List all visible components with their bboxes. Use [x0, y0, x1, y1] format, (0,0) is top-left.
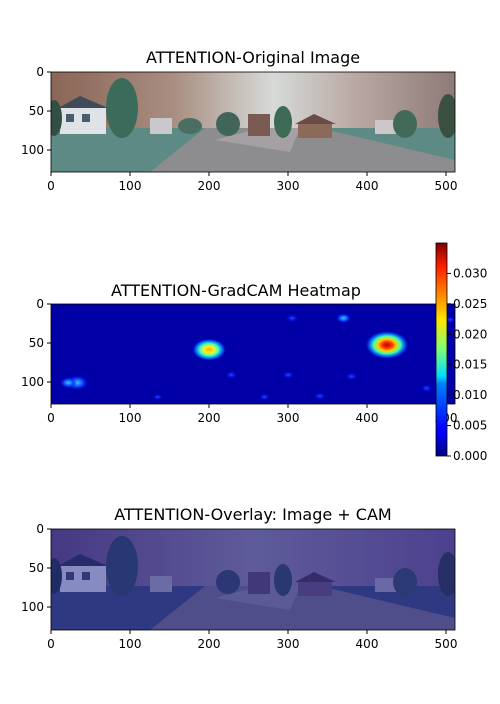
y-tick-label: 0	[36, 297, 44, 311]
title-heatmap: ATTENTION-GradCAM Heatmap	[111, 281, 361, 300]
heatmap-hotspot	[152, 393, 163, 401]
panel-overlay: ATTENTION-Overlay: Image + CAM	[21, 505, 457, 651]
x-tick-label: 300	[277, 637, 300, 651]
heatmap-hotspot	[59, 377, 78, 389]
axes-frame-heatmap	[50, 303, 456, 405]
x-tick-label: 400	[356, 411, 379, 425]
heatmap-hotspot	[225, 370, 238, 379]
y-tick-label: 100	[21, 143, 44, 157]
y-axis-overlay: 0 50 100	[21, 522, 51, 614]
x-axis-heatmap: 0 100 200 300 400 500	[47, 404, 457, 425]
x-axis-overlay: 0 100 200 300 400 500	[47, 630, 457, 651]
x-tick-label: 200	[198, 411, 221, 425]
heatmap-hotspot	[282, 370, 295, 379]
street-photo	[51, 72, 455, 172]
x-axis-original: 0 100 200 300 400 500	[47, 172, 457, 193]
axes-frame-original	[50, 71, 456, 173]
y-tick-label: 50	[29, 336, 44, 350]
x-tick-label: 100	[119, 411, 142, 425]
y-axis-original: 0 50 100	[21, 65, 51, 157]
x-tick-label: 400	[356, 637, 379, 651]
y-tick-label: 50	[29, 561, 44, 575]
heatmap-hotspot	[258, 393, 271, 401]
y-tick-label: 100	[21, 600, 44, 614]
colorbar-tick-label: 0.015	[453, 358, 487, 372]
x-tick-label: 500	[435, 179, 458, 193]
heatmap-hotspot	[335, 313, 352, 324]
x-tick-label: 400	[356, 179, 379, 193]
axes-frame-overlay	[50, 528, 456, 631]
colorbar: 0.000 0.005 0.010 0.015 0.020 0.025 0.030	[435, 242, 487, 463]
title-overlay: ATTENTION-Overlay: Image + CAM	[114, 505, 391, 524]
title-original: ATTENTION-Original Image	[146, 48, 360, 67]
x-tick-label: 0	[47, 179, 55, 193]
colorbar-gradient	[435, 242, 448, 457]
heatmap-hotspot	[192, 338, 227, 361]
x-tick-label: 300	[277, 411, 300, 425]
y-tick-label: 0	[36, 65, 44, 79]
x-tick-label: 0	[47, 411, 55, 425]
y-tick-label: 0	[36, 522, 44, 536]
overlay-photo	[51, 529, 455, 630]
y-tick-label: 50	[29, 104, 44, 118]
heatmap-hotspot	[365, 330, 409, 360]
x-tick-label: 0	[47, 637, 55, 651]
x-tick-label: 200	[198, 179, 221, 193]
heatmap-hotspot	[313, 392, 326, 401]
colorbar-tick-label: 0.005	[453, 419, 487, 433]
heatmap-hotspot	[420, 384, 433, 393]
heatmap-hotspot	[285, 313, 299, 323]
x-tick-label: 100	[119, 637, 142, 651]
colorbar-tick-label: 0.010	[453, 388, 487, 402]
x-tick-label: 200	[198, 637, 221, 651]
x-tick-label: 300	[277, 179, 300, 193]
colorbar-ticks: 0.000 0.005 0.010 0.015 0.020 0.025 0.030	[447, 266, 487, 463]
x-tick-label: 500	[435, 637, 458, 651]
panel-gradcam-heatmap: ATTENTION-GradCAM Heatmap 0 100 200 300 …	[21, 281, 457, 425]
heatmap-hotspot	[345, 372, 358, 381]
y-axis-heatmap: 0 50 100	[21, 297, 51, 389]
colorbar-tick-label: 0.030	[453, 266, 487, 280]
x-tick-label: 100	[119, 179, 142, 193]
colorbar-tick-label: 0.000	[453, 449, 487, 463]
panel-original-image: ATTENTION-Original Image	[21, 48, 457, 193]
heatmap-hotspots	[59, 313, 455, 401]
colorbar-tick-label: 0.025	[453, 297, 487, 311]
heatmap-hotspot	[445, 316, 455, 324]
colorbar-tick-label: 0.020	[453, 327, 487, 341]
y-tick-label: 100	[21, 375, 44, 389]
